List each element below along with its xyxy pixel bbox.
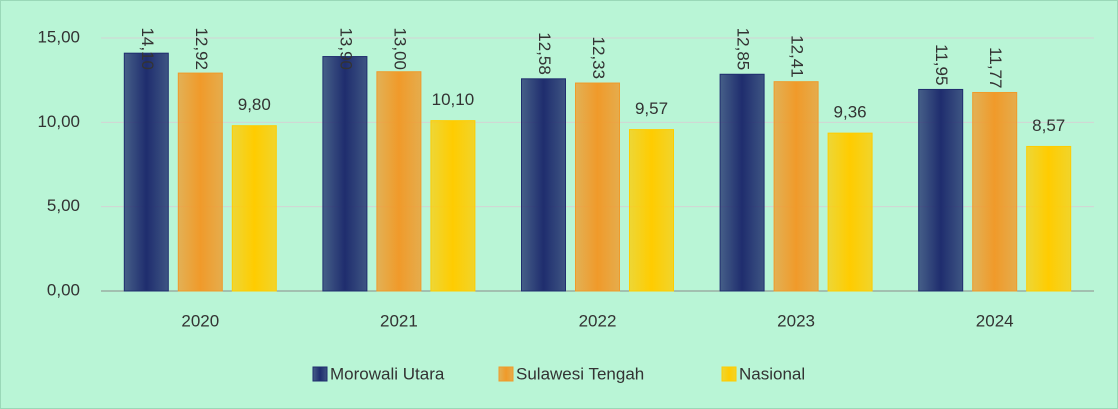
bar: [972, 91, 1018, 292]
data-label: 11,95: [932, 44, 951, 85]
data-label: 12,41: [788, 35, 807, 78]
bar: [322, 56, 368, 292]
data-label: 12,33: [589, 36, 608, 79]
bar: [773, 81, 819, 292]
data-label: 9,57: [635, 99, 668, 118]
y-tick-label: 0,00: [47, 280, 80, 299]
bar: [430, 120, 476, 292]
legend-swatch: [498, 366, 514, 382]
bar: [521, 78, 566, 292]
y-tick-label: 10,00: [37, 112, 80, 131]
data-label: 12,92: [192, 27, 211, 70]
x-tick-label: 2024: [976, 311, 1014, 330]
legend-label: Sulawesi Tengah: [516, 364, 644, 383]
y-tick-label: 5,00: [47, 196, 80, 215]
bar: [376, 71, 422, 292]
x-tick-label: 2023: [777, 311, 815, 330]
bar: [177, 72, 223, 292]
legend-label: Nasional: [739, 364, 805, 383]
data-label: 13,00: [390, 27, 409, 70]
legend-swatch: [312, 366, 328, 382]
bar: [719, 73, 765, 292]
data-label: 11,77: [986, 47, 1005, 88]
data-label: 9,80: [238, 95, 271, 114]
bar: [918, 88, 964, 292]
bar: [827, 132, 873, 292]
data-label: 9,36: [834, 103, 867, 122]
legend-label: Morowali Utara: [330, 364, 445, 383]
data-label: 10,10: [432, 90, 475, 109]
bar: [231, 125, 277, 292]
data-label: 12,85: [734, 28, 753, 71]
data-label: 12,58: [535, 32, 554, 75]
bar: [123, 52, 169, 292]
data-label: 13,90: [336, 27, 355, 70]
x-tick-label: 2021: [380, 311, 418, 330]
bar: [1026, 145, 1072, 292]
bar: [629, 129, 674, 292]
data-label: 8,57: [1032, 116, 1065, 135]
y-tick-label: 15,00: [37, 27, 80, 46]
bar: [575, 82, 620, 292]
x-tick-label: 2022: [579, 311, 617, 330]
legend-swatch: [721, 366, 737, 382]
data-label: 14,10: [138, 27, 157, 70]
x-tick-label: 2020: [181, 311, 219, 330]
